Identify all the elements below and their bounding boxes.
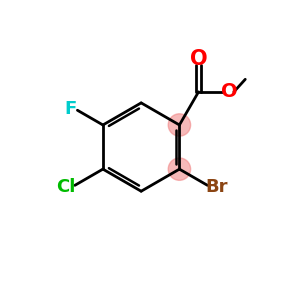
Circle shape <box>168 114 190 136</box>
Text: F: F <box>64 100 76 118</box>
Text: Br: Br <box>205 178 227 196</box>
Text: O: O <box>190 49 207 69</box>
Circle shape <box>168 158 190 180</box>
Text: O: O <box>221 82 238 101</box>
Text: Cl: Cl <box>56 178 75 196</box>
